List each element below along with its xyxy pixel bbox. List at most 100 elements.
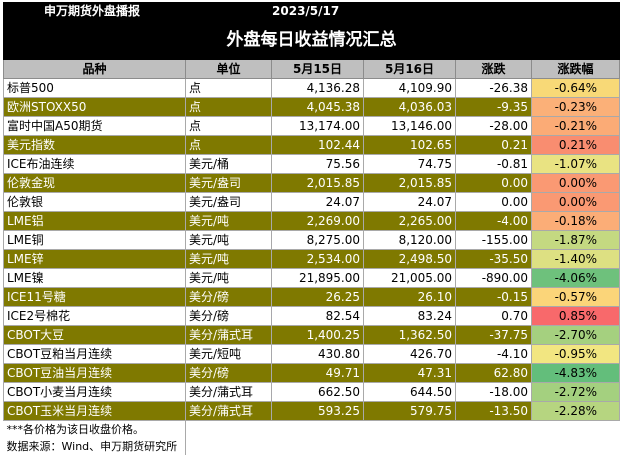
price-cell: 102.44 [271, 135, 365, 155]
change-pct-cell: -2.28% [531, 401, 621, 421]
price-cell: 102.65 [363, 135, 457, 155]
change-cell: -28.00 [455, 116, 533, 136]
column-header: 涨跌幅 [531, 59, 621, 79]
column-header: 5月15日 [271, 59, 365, 79]
price-cell: 8,275.00 [271, 230, 365, 250]
table-row: LME铜 美元/吨 8,275.00 8,120.00 -155.00 -1.87% [3, 230, 621, 250]
change-cell: -9.35 [455, 97, 533, 117]
change-pct-cell: 0.85% [531, 306, 621, 326]
table-row: 美元指数点 102.44 102.65 0.21 0.21% [3, 135, 621, 155]
price-cell: 82.54 [271, 306, 365, 326]
table-row: ICE布油连续 美元/桶 75.56 74.75 -0.81 -1.07% [3, 154, 621, 174]
price-cell: 579.75 [363, 401, 457, 421]
unit-cell: 美分/磅 [184, 287, 273, 307]
price-cell: 430.80 [271, 344, 365, 364]
price-cell: 75.56 [271, 154, 365, 174]
price-cell: 1,362.50 [363, 325, 457, 345]
commodity-cell: CBOT小麦当月连续 [3, 382, 186, 402]
commodity-cell: CBOT豆油当月连续 [3, 363, 186, 383]
change-pct-cell: -0.57% [531, 287, 621, 307]
commodity-cell: CBOT豆粕当月连续 [3, 344, 186, 364]
unit-cell: 美分/蒲式耳 [184, 382, 273, 402]
price-cell: 426.70 [363, 344, 457, 364]
empty-cell [186, 438, 620, 455]
change-pct-cell: 0.00% [531, 192, 621, 212]
change-pct-cell: -4.06% [531, 268, 621, 288]
unit-cell: 美元/盎司 [184, 173, 273, 193]
table-row: CBOT大豆 美分/蒲式耳 1,400.25 1,362.50 -37.75 -2.70% [3, 325, 621, 345]
change-cell: -4.00 [455, 211, 533, 231]
change-cell: -13.50 [455, 401, 533, 421]
price-cell: 21,895.00 [271, 268, 365, 288]
note-row: ***各价格为该日收盘价格。 [3, 420, 620, 439]
footnote: 数据来源：Wind、申万期货研究所 [3, 438, 186, 455]
commodity-cell: LME铝 [3, 211, 186, 231]
change-pct-cell: -1.40% [531, 249, 621, 269]
source-label: 申万期货外盘播报 [2, 2, 273, 21]
column-header: 品种 [3, 59, 186, 79]
column-header-row: 品种 单位 5月15日 5月16日 涨跌 涨跌幅 [3, 59, 621, 79]
report-date: 2023/5/17 [271, 2, 621, 21]
table-row: ICE11号糖 美分/磅 26.25 26.10 -0.15 -0.57% [3, 287, 621, 307]
page-title: 外盘每日收益情况汇总 [2, 20, 621, 60]
table-row: ICE2号棉花 美分/磅 82.54 83.24 0.70 0.85% [3, 306, 621, 326]
column-header: 单位 [184, 59, 273, 79]
commodity-cell: 富时中国A50期货 [3, 116, 186, 136]
commodity-cell: ICE布油连续 [3, 154, 186, 174]
price-cell: 662.50 [271, 382, 365, 402]
change-pct-cell: -1.87% [531, 230, 621, 250]
change-cell: 0.00 [455, 173, 533, 193]
table-row: 富时中国A50期货点 13,174.00 13,146.00 -28.00 -0.21% [3, 116, 621, 136]
price-cell: 2,265.00 [363, 211, 457, 231]
change-cell: -37.75 [455, 325, 533, 345]
empty-cell [186, 421, 620, 439]
unit-cell: 美元/盎司 [184, 192, 273, 212]
commodity-cell: 伦敦银 [3, 192, 186, 212]
table-row: CBOT豆油当月连续 美分/磅 49.71 47.31 62.80 -4.83% [3, 363, 621, 383]
price-cell: 49.71 [271, 363, 365, 383]
price-cell: 593.25 [271, 401, 365, 421]
unit-cell: 美分/蒲式耳 [184, 325, 273, 345]
commodity-cell: 标普500 [3, 78, 186, 98]
header-bar: 申万期货外盘播报 2023/5/17 [2, 2, 621, 21]
unit-cell: 美元/短吨 [184, 344, 273, 364]
price-cell: 24.07 [271, 192, 365, 212]
unit-cell: 点 [184, 97, 273, 117]
change-cell: -890.00 [455, 268, 533, 288]
summary-table: 申万期货外盘播报 2023/5/17 外盘每日收益情况汇总 品种 单位 5月15… [2, 2, 621, 455]
table-row: LME锌 美元/吨 2,534.00 2,498.50 -35.50 -1.40% [3, 249, 621, 269]
price-cell: 644.50 [363, 382, 457, 402]
change-cell: -155.00 [455, 230, 533, 250]
price-cell: 21,005.00 [363, 268, 457, 288]
unit-cell: 点 [184, 116, 273, 136]
change-pct-cell: -4.83% [531, 363, 621, 383]
price-cell: 26.10 [363, 287, 457, 307]
table-row: CBOT玉米当月连续 美分/蒲式耳 593.25 579.75 -13.50 -2.28% [3, 401, 621, 421]
unit-cell: 美元/吨 [184, 230, 273, 250]
price-cell: 2,498.50 [363, 249, 457, 269]
change-cell: 0.21 [455, 135, 533, 155]
price-cell: 4,036.03 [363, 97, 457, 117]
table-row: 伦敦银 美元/盎司 24.07 24.07 0.00 0.00% [3, 192, 621, 212]
price-cell: 13,174.00 [271, 116, 365, 136]
change-cell: -18.00 [455, 382, 533, 402]
change-cell: -0.81 [455, 154, 533, 174]
change-cell: 0.70 [455, 306, 533, 326]
price-cell: 13,146.00 [363, 116, 457, 136]
commodity-cell: LME锌 [3, 249, 186, 269]
price-cell: 26.25 [271, 287, 365, 307]
change-cell: -0.15 [455, 287, 533, 307]
price-cell: 2,534.00 [271, 249, 365, 269]
price-cell: 74.75 [363, 154, 457, 174]
change-pct-cell: 0.00% [531, 173, 621, 193]
change-pct-cell: -1.07% [531, 154, 621, 174]
change-pct-cell: -0.23% [531, 97, 621, 117]
change-cell: -35.50 [455, 249, 533, 269]
unit-cell: 点 [184, 135, 273, 155]
column-header: 5月16日 [363, 59, 457, 79]
change-pct-cell: -2.72% [531, 382, 621, 402]
commodity-cell: CBOT大豆 [3, 325, 186, 345]
change-pct-cell: -0.64% [531, 78, 621, 98]
price-cell: 1,400.25 [271, 325, 365, 345]
change-cell: 62.80 [455, 363, 533, 383]
